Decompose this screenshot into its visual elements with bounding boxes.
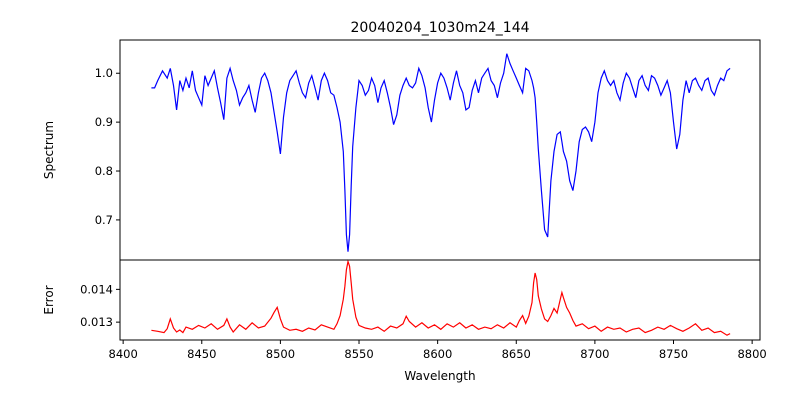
x-tick-label: 8600 — [423, 347, 452, 361]
spectrum-y-tick-label: 0.7 — [95, 213, 113, 227]
spectrum-series-line — [151, 53, 731, 252]
x-axis-label: Wavelength — [404, 369, 475, 383]
spectrum-y-tick-label: 0.9 — [95, 115, 113, 129]
x-tick-label: 8500 — [266, 347, 295, 361]
error-y-tick-label: 0.014 — [80, 282, 113, 296]
error-series-line — [151, 259, 731, 336]
spectrum-plot-frame — [119, 39, 761, 261]
error-y-tick-label: 0.013 — [80, 315, 113, 329]
x-tick-label: 8550 — [344, 347, 373, 361]
chart-title: 20040204_1030m24_144 — [350, 20, 529, 36]
spectrum-y-tick-label: 0.8 — [95, 164, 113, 178]
spectrum-panel: 0.7 0.8 0.9 1.0 — [95, 39, 761, 261]
error-panel: 0.013 0.014 8400 8450 8500 8550 8600 8650 8700 87… — [80, 259, 767, 361]
x-tick-label: 8800 — [737, 347, 766, 361]
x-tick-label: 8400 — [109, 347, 138, 361]
x-tick-label: 8450 — [187, 347, 216, 361]
error-plot-frame — [119, 259, 761, 341]
x-tick-label: 8650 — [502, 347, 531, 361]
error-y-axis-label: Error — [42, 285, 56, 314]
spectrum-y-tick-label: 1.0 — [95, 66, 113, 80]
spectrum-y-axis-label: Spectrum — [42, 121, 56, 179]
x-tick-label: 8700 — [580, 347, 609, 361]
x-tick-label: 8750 — [659, 347, 688, 361]
